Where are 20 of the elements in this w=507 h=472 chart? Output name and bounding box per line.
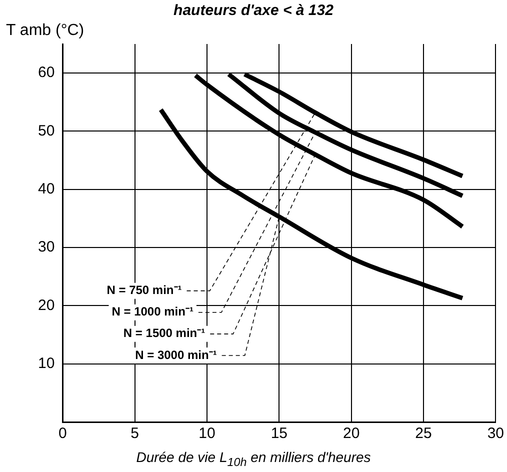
x-tick-label: 5 bbox=[130, 425, 140, 442]
x-tick-label: 20 bbox=[342, 425, 360, 442]
text: N = 1000 min⁻¹ bbox=[112, 304, 194, 319]
y-tick-label: 10 bbox=[38, 354, 55, 372]
y-tick-label: 60 bbox=[38, 64, 55, 82]
x-tick-label: 30 bbox=[487, 425, 504, 442]
y-tick-label: 50 bbox=[38, 122, 55, 140]
text: N = 3000 min⁻¹ bbox=[135, 348, 217, 362]
x-tick-label: 0 bbox=[58, 425, 67, 442]
text: N = 1500 min⁻¹ bbox=[123, 326, 206, 340]
chart-title: hauteurs d'axe < à 132 bbox=[172, 2, 334, 19]
y-tick-label: 20 bbox=[38, 296, 55, 314]
y-tick-label: 40 bbox=[38, 180, 55, 198]
x-tick-label: 15 bbox=[270, 425, 288, 442]
x-tick-label: 25 bbox=[415, 425, 432, 442]
y-axis-title: T amb (°C) bbox=[6, 22, 84, 40]
x-axis-title: Durée de vie L$_{10h}$ en milliers d'heures bbox=[135, 449, 372, 469]
y-tick-label: 30 bbox=[38, 238, 55, 256]
text: N = 750 min⁻¹ bbox=[106, 283, 182, 298]
x-tick-label: 10 bbox=[198, 425, 216, 442]
